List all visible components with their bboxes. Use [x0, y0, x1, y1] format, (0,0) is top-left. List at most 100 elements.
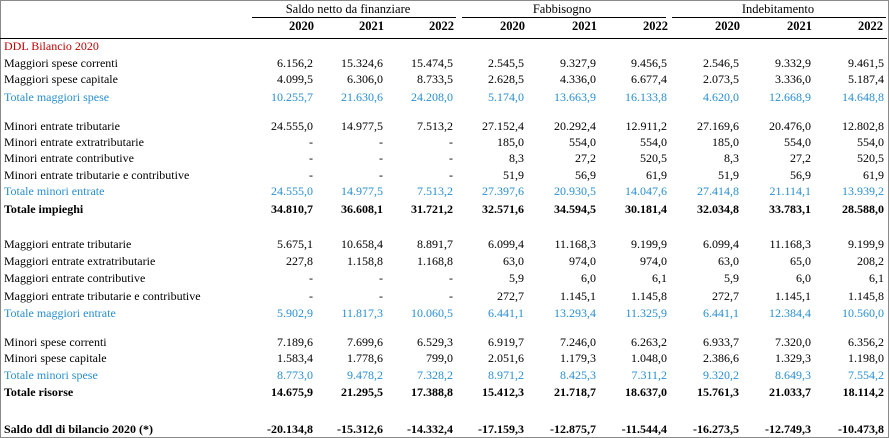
table-cell: -	[379, 168, 383, 182]
row-label: Minori entrate tributarie	[4, 119, 120, 133]
table-cell: 18.114,2	[842, 385, 884, 399]
table-cell: -20.134,8	[267, 422, 313, 436]
table-cell: 6.441,1	[703, 306, 739, 320]
table-row: Minori spese capitale 1.583,4 1.778,6 799,0…	[0, 350, 887, 366]
table-row: Totale risorse 14.675,9 21.295,5 17.388,8 15…	[0, 384, 887, 400]
table-cell: 2.546,5	[703, 56, 739, 70]
table-cell: 7.513,2	[417, 119, 453, 133]
table-cell: -15.312,6	[337, 422, 383, 436]
table-cell: -	[379, 135, 383, 149]
table-cell: 9.478,2	[347, 368, 383, 382]
table-cell: 51,9	[718, 168, 739, 182]
row-label: Totale maggiori entrate	[4, 306, 116, 320]
table-row: Minori entrate extratributarie - - - 185,0 55…	[0, 134, 887, 150]
table-cell: 9.199,9	[848, 237, 884, 251]
table-cell: 11.817,3	[341, 306, 383, 320]
table-cell: 11.168,3	[554, 237, 596, 251]
table-cell: 6.933,7	[703, 335, 739, 349]
table-cell: 15.761,3	[697, 385, 739, 399]
table-cell: 14.977,5	[341, 184, 383, 198]
year-header: 2021	[572, 19, 597, 33]
table-cell: 9.199,9	[631, 237, 667, 251]
table-cell: 12.384,4	[769, 306, 811, 320]
table-cell: 14.648,8	[842, 90, 884, 104]
table-cell: 51,9	[503, 168, 524, 182]
table-cell: 27.152,4	[482, 119, 524, 133]
table-cell: 4.099,5	[277, 72, 313, 86]
table-cell: 5.902,9	[277, 306, 313, 320]
year-header-row: 2020 2021 2022 2020 2021 2022 2020 2021 …	[0, 19, 887, 37]
table-cell: 8,3	[724, 151, 739, 165]
row-label: Minori entrate contributive	[4, 151, 134, 165]
table-cell: 61,9	[646, 168, 667, 182]
row-label: Maggiori entrate extratributarie	[4, 254, 156, 268]
table-row: Minori spese correnti 7.189,6 7.699,6 6.529…	[0, 334, 887, 350]
table-cell: 12.668,9	[769, 90, 811, 104]
table-cell: 61,9	[863, 168, 884, 182]
table-cell: 33.783,1	[769, 202, 811, 216]
table-cell: 1.145,1	[775, 289, 811, 303]
table-row: Maggiori entrate tributarie e contributi…	[0, 288, 887, 304]
table-cell: 13.939,2	[842, 184, 884, 198]
table-cell: 1.158,8	[347, 254, 383, 268]
row-label: Maggiori entrate tributarie e contributi…	[4, 289, 201, 303]
table-cell: 20.292,4	[554, 119, 596, 133]
table-cell: 7.311,2	[631, 368, 667, 382]
table-cell: -	[309, 135, 313, 149]
table-row: Saldo ddl di bilancio 2020 (*) -20.134,8 -…	[0, 421, 887, 437]
table-cell: 554,0	[857, 135, 884, 149]
table-cell: 27,2	[790, 151, 811, 165]
table-row: Maggiori spese correnti 6.156,2 15.324,6 15…	[0, 55, 887, 71]
table-cell: 34.594,5	[554, 202, 596, 216]
table-cell: 27.169,6	[697, 119, 739, 133]
table-cell: 8.971,2	[488, 368, 524, 382]
table-cell: 1.145,8	[848, 289, 884, 303]
table-cell: 12.911,2	[625, 119, 667, 133]
table-row: Minori entrate contributive - - - 8,3 27,2 520…	[0, 150, 887, 166]
table-cell: 9.327,9	[560, 56, 596, 70]
table-cell: 63,0	[503, 254, 524, 268]
table-cell: 3.336,0	[775, 72, 811, 86]
table-cell: 15.324,6	[341, 56, 383, 70]
table-cell: 21.033,7	[769, 385, 811, 399]
row-label: Totale impieghi	[4, 202, 84, 216]
table-cell: -14.332,4	[407, 422, 453, 436]
table-cell: 14.675,9	[271, 385, 313, 399]
group-underline	[462, 17, 666, 18]
table-cell: 27.414,8	[697, 184, 739, 198]
table-row: Totale maggiori spese 10.255,7 21.630,6 24.…	[0, 89, 887, 105]
table-cell: 21.718,7	[554, 385, 596, 399]
table-cell: 24.555,0	[271, 184, 313, 198]
table-cell: 6.156,2	[277, 56, 313, 70]
table-cell: 5.187,4	[848, 72, 884, 86]
table-cell: 2.073,5	[703, 72, 739, 86]
table-cell: -	[449, 289, 453, 303]
table-cell: -10.473,8	[838, 422, 884, 436]
table-cell: 185,0	[497, 135, 524, 149]
table-cell: -12.875,7	[550, 422, 596, 436]
table-cell: -	[309, 168, 313, 182]
table-cell: 2.051,6	[488, 351, 524, 365]
year-header: 2022	[643, 19, 668, 33]
group-underline	[252, 17, 456, 18]
group-header-fabbisogno: Fabbisogno	[532, 2, 592, 16]
group-header-indebitamento: Indebitamento	[741, 2, 815, 16]
table-cell: 28.588,0	[842, 202, 884, 216]
table-cell: 6.529,3	[417, 335, 453, 349]
group-underline	[672, 17, 886, 18]
table-row: Totale minori spese 8.773,0 9.478,2 7.328,2…	[0, 367, 887, 383]
table-cell: 10.658,4	[341, 237, 383, 251]
table-cell: 6.919,7	[488, 335, 524, 349]
table-cell: 554,0	[569, 135, 596, 149]
table-cell: 8.425,3	[560, 368, 596, 382]
table-cell: 1.778,6	[347, 351, 383, 365]
table-cell: 6,0	[796, 271, 811, 285]
table-cell: 63,0	[718, 254, 739, 268]
table-cell: 21.114,1	[769, 184, 811, 198]
table-cell: 6,0	[581, 271, 596, 285]
table-cell: 4.336,0	[560, 72, 596, 86]
table-cell: 9.461,5	[848, 56, 884, 70]
table-cell: 974,0	[569, 254, 596, 268]
table-cell: 7.513,2	[417, 184, 453, 198]
year-header: 2022	[858, 19, 883, 33]
